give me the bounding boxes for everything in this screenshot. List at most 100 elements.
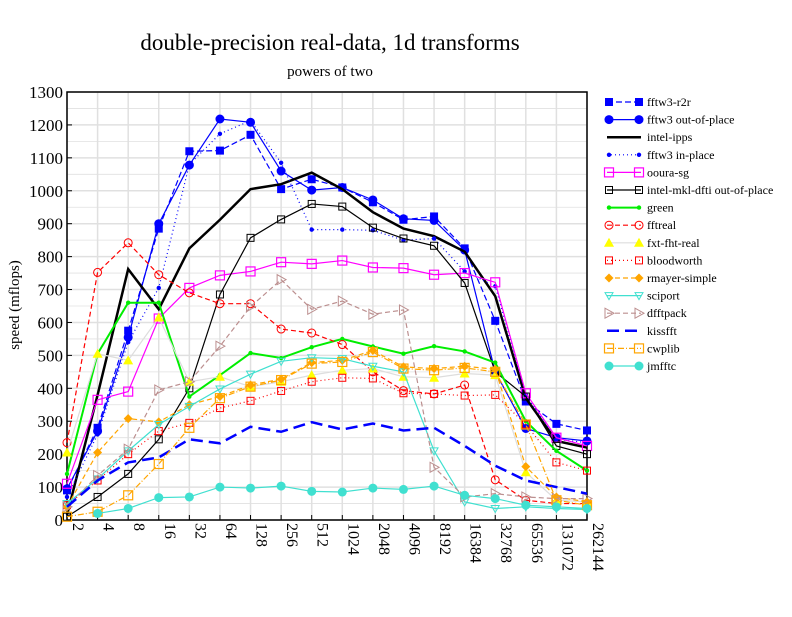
marker-triangle-down [245, 370, 256, 380]
x-tick-label: 2 [69, 523, 86, 531]
marker-square [605, 98, 613, 106]
marker-triangle [367, 363, 378, 373]
marker-circle [154, 219, 164, 229]
legend-label: fftreal [647, 218, 677, 232]
x-tick-label: 16384 [467, 523, 484, 563]
legend-entry: fftw3 in-place [606, 148, 714, 162]
legend-label: dfftpack [647, 306, 687, 320]
marker-circle-open [276, 324, 286, 334]
marker-square-open [398, 363, 409, 374]
series-line [66, 278, 587, 508]
marker-diamond [521, 462, 531, 472]
marker-triangle-down [634, 292, 644, 301]
legend-label: green [647, 201, 674, 215]
legend-label: fftw3 out-of-place [647, 113, 734, 127]
marker-square-open [490, 366, 501, 377]
marker-circle [93, 508, 103, 518]
marker-square [185, 147, 194, 156]
marker-circle [123, 332, 133, 342]
marker-dot [584, 468, 590, 473]
marker-triangle-right [62, 500, 74, 513]
marker-triangle [153, 312, 164, 322]
marker-dot [187, 394, 192, 399]
marker-circle-open [215, 299, 225, 309]
marker-dot [309, 227, 314, 232]
y-tick-label: 900 [38, 215, 64, 234]
marker-triangle-down [337, 355, 348, 364]
series-line [66, 357, 588, 511]
legend-label: jmfftc [646, 359, 676, 373]
marker-circle [368, 195, 378, 205]
legend: fftw3-r2r fftw3 out-of-place intel-ipps fft… [603, 95, 773, 373]
y-tick-label: 1300 [29, 83, 63, 102]
marker-dot [95, 432, 100, 437]
marker-square-open [490, 277, 501, 288]
marker-triangle-right [246, 300, 257, 313]
marker-dot [493, 360, 498, 365]
marker-triangle-right [429, 461, 441, 474]
x-tick-label: 512 [314, 523, 331, 547]
marker-triangle-down [153, 421, 164, 430]
marker-square [491, 316, 500, 325]
marker-square-open [246, 396, 255, 405]
marker-circle [521, 500, 531, 510]
marker-dot [462, 349, 467, 354]
marker-triangle-right [307, 303, 318, 316]
legend-entry: sciport [604, 289, 680, 303]
marker-square-open [459, 362, 470, 373]
series-intel-mkl-dfti-out-of-place [63, 199, 591, 521]
marker-triangle-down [604, 292, 614, 301]
y-tick-label: 0 [55, 511, 64, 530]
marker-circle [604, 115, 614, 125]
series-fftw3-r2r [63, 130, 591, 495]
series-line [66, 351, 588, 518]
x-tick-label: 2048 [375, 523, 392, 555]
y-tick-label: 300 [38, 412, 64, 431]
legend-entry: kissfft [607, 324, 677, 338]
marker-square-open [430, 389, 439, 398]
marker-triangle-right [368, 308, 379, 321]
series-group [61, 114, 594, 522]
series-line [66, 203, 588, 518]
marker-dot [431, 236, 437, 241]
legend-label: intel-ipps [647, 130, 693, 144]
marker-triangle [123, 355, 134, 365]
marker-circle [490, 494, 500, 504]
marker-dot [606, 205, 612, 210]
marker-square-open [633, 343, 645, 354]
chart-title: double-precision real-data, 1d transform… [140, 30, 519, 55]
marker-triangle [306, 370, 317, 380]
x-tick-label: 64 [222, 523, 239, 539]
marker-dot [554, 448, 559, 454]
axes: 0 100 200 300 400 500 600 700 800 900 1000 1100 1200… [29, 83, 606, 571]
marker-diamond [246, 380, 256, 390]
x-tick-label: 8 [130, 523, 147, 531]
legend-entry: fxt-fht-real [604, 236, 700, 250]
x-tick-label: 1024 [344, 523, 361, 555]
marker-diamond [634, 273, 644, 283]
marker-square-open [124, 469, 133, 478]
marker-square-open [92, 394, 103, 405]
marker-square [277, 185, 286, 194]
legend-entry: intel-mkl-dfti out-of-place [605, 183, 773, 197]
marker-dot [636, 205, 642, 210]
marker-square-open [93, 492, 102, 501]
y-tick-label: 600 [38, 313, 64, 332]
legend-entry: ooura-sg [603, 165, 689, 179]
marker-square [154, 224, 163, 233]
marker-diamond [429, 364, 439, 374]
marker-circle [246, 483, 256, 493]
marker-square [124, 326, 133, 335]
marker-square-open [633, 167, 645, 178]
marker-dot [606, 152, 612, 157]
marker-square-open [459, 267, 470, 279]
legend-label: fxt-fht-real [647, 236, 700, 250]
series-jmfftc [93, 481, 592, 518]
legend-label: rmayer-simple [647, 271, 717, 285]
marker-circle [93, 426, 103, 436]
marker-square-open [368, 374, 377, 383]
marker-circle [634, 361, 644, 371]
marker-square-open [460, 278, 469, 287]
marker-circle [215, 114, 225, 124]
legend-label: kissfft [647, 324, 677, 338]
